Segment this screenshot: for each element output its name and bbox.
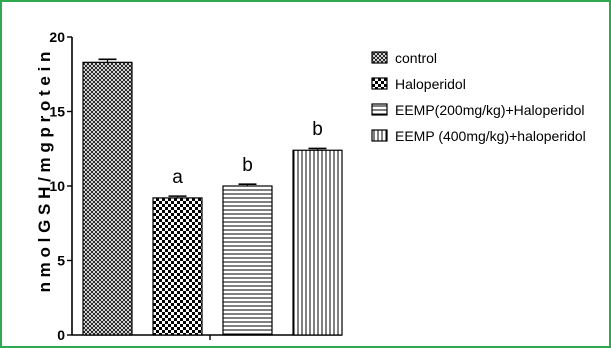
legend-swatch [371, 103, 388, 116]
bars: a b b [82, 58, 343, 336]
legend-label: control [395, 50, 437, 66]
legend-label: Haloperidol [395, 76, 466, 92]
bar-1 [82, 61, 133, 336]
legend: control Haloperidol EEMP(200mg/kg)+Haloper… [371, 50, 586, 144]
y-ticks: 0 5 10 15 20 [49, 29, 72, 343]
y-tick-label: 10 [49, 178, 65, 194]
bar-3 [222, 185, 273, 336]
legend-label: EEMP(200mg/kg)+Haloperidol [395, 102, 584, 118]
y-axis-label: n m o l G S H / m g p r o t e i n [35, 52, 54, 293]
y-tick-label: 20 [49, 29, 65, 45]
significance-label: a [172, 167, 183, 188]
y-tick-label: 0 [57, 327, 65, 343]
y-tick-label: 5 [57, 253, 65, 269]
bar-4 [292, 149, 343, 336]
legend-swatch [371, 77, 388, 90]
legend-label: EEMP (400mg/kg)+haloperidol [395, 128, 586, 144]
significance-label: b [242, 155, 253, 176]
bar-2 [152, 197, 203, 336]
legend-swatch [371, 51, 388, 64]
y-tick-label: 15 [49, 104, 65, 120]
significance-label: b [312, 119, 323, 140]
legend-swatch [371, 129, 388, 142]
